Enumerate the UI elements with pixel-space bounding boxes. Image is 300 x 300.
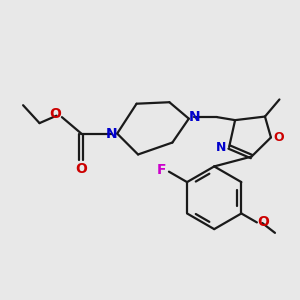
Text: O: O [49,107,61,121]
Text: N: N [106,127,118,141]
Text: N: N [188,110,200,124]
Text: O: O [257,215,269,229]
Text: F: F [157,163,166,177]
Text: N: N [216,140,226,154]
Text: O: O [273,131,284,144]
Text: O: O [75,162,87,176]
